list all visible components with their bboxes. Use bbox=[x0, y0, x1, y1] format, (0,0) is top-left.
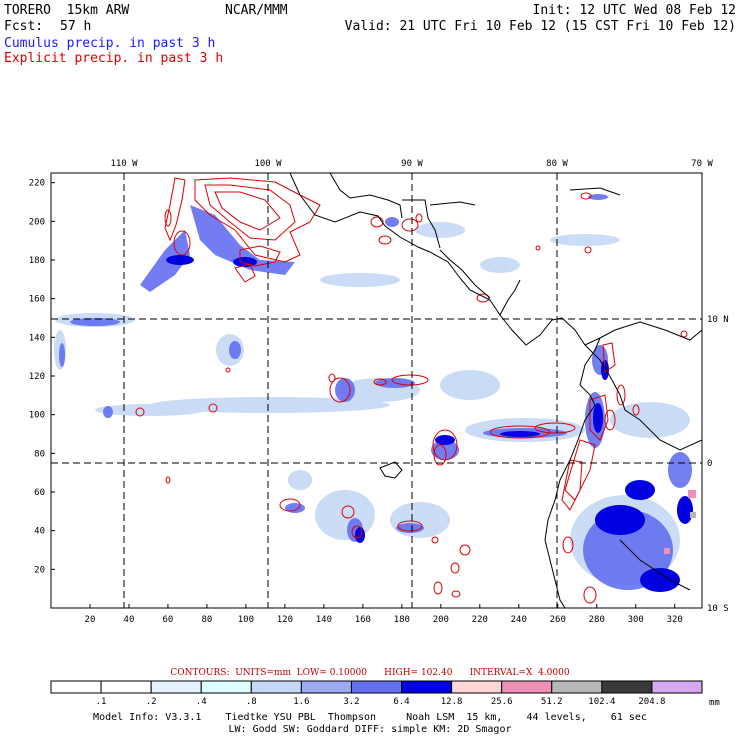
lon-label-70w: 70 W bbox=[691, 159, 713, 169]
lat-label-10s: 10 S bbox=[707, 604, 729, 614]
y-tick-label: 220 bbox=[29, 179, 45, 189]
x-tick-label: 220 bbox=[472, 615, 488, 625]
legend-value: 102.4 bbox=[588, 697, 615, 707]
legend-swatch bbox=[350, 680, 403, 694]
lat-label-10n: 10 N bbox=[707, 315, 729, 325]
x-tick-label: 60 bbox=[163, 615, 174, 625]
legend-swatch bbox=[601, 680, 653, 694]
x-tick-label: 260 bbox=[550, 615, 566, 625]
y-tick-label: 160 bbox=[29, 295, 45, 305]
y-tick-label: 20 bbox=[34, 565, 45, 575]
organization: NCAR/MMM bbox=[225, 3, 288, 18]
x-axis: 20 40 60 80 100 120 140 160 180 200 220 240 260 280 30… bbox=[85, 604, 683, 625]
y-tick-label: 180 bbox=[29, 256, 45, 266]
y-axis: 20 40 60 80 100 120 140 160 180 200 220 bbox=[29, 179, 55, 575]
lat-label-0: 0 bbox=[707, 459, 712, 469]
forecast-hours: 57 h bbox=[60, 19, 92, 34]
init-time: Init: 12 UTC Wed 08 Feb 12 bbox=[532, 3, 737, 18]
coastline bbox=[289, 173, 702, 608]
legend-swatch bbox=[200, 680, 252, 694]
field1-title: Cumulus precip. in past 3 h bbox=[4, 36, 216, 51]
legend-swatch bbox=[250, 680, 302, 694]
x-tick-label: 80 bbox=[202, 615, 213, 625]
map-frame bbox=[50, 172, 703, 609]
forecast-label: Fcst: bbox=[4, 19, 44, 34]
legend-value: 6.4 bbox=[393, 697, 409, 707]
legend-swatch bbox=[501, 680, 553, 694]
lon-label-90w: 90 W bbox=[401, 159, 423, 169]
color-legend bbox=[50, 680, 703, 694]
lon-label-110w: 110 W bbox=[110, 159, 138, 169]
x-tick-label: 100 bbox=[238, 615, 254, 625]
x-tick-label: 140 bbox=[316, 615, 332, 625]
legend-value: 204.8 bbox=[638, 697, 665, 707]
x-tick-label: 40 bbox=[124, 615, 135, 625]
y-tick-label: 120 bbox=[29, 372, 45, 382]
legend-value: .8 bbox=[246, 697, 257, 707]
y-tick-label: 80 bbox=[34, 449, 45, 459]
legend-value: .2 bbox=[146, 697, 157, 707]
legend-unit: mm bbox=[709, 698, 720, 708]
field2-title: Explicit precip. in past 3 h bbox=[4, 51, 224, 66]
x-tick-label: 120 bbox=[277, 615, 293, 625]
precip-shading bbox=[54, 177, 696, 604]
legend-values: .1 .2 .4 .8 1.6 3.2 6.4 12.8 25.6 51.2 102.4 204.8 bbox=[96, 697, 666, 707]
legend-swatch bbox=[150, 680, 202, 694]
y-tick-label: 140 bbox=[29, 333, 45, 343]
valid-time: Valid: 21 UTC Fri 10 Feb 12 (15 CST Fri … bbox=[344, 19, 736, 34]
x-tick-label: 180 bbox=[394, 615, 410, 625]
legend-swatch bbox=[451, 680, 503, 694]
x-tick-label: 200 bbox=[433, 615, 449, 625]
legend-value: 12.8 bbox=[441, 697, 463, 707]
x-tick-label: 300 bbox=[628, 615, 644, 625]
y-tick-label: 200 bbox=[29, 217, 45, 227]
legend-swatch bbox=[651, 680, 703, 694]
legend-value: 51.2 bbox=[541, 697, 563, 707]
legend-value: 25.6 bbox=[491, 697, 513, 707]
x-tick-label: 240 bbox=[511, 615, 527, 625]
legend-value: 1.6 bbox=[293, 697, 309, 707]
legend-swatch bbox=[551, 680, 603, 694]
model-info-line1: Model Info: V3.3.1 Tiedtke YSU PBL Thomp… bbox=[93, 712, 647, 723]
legend-value: .4 bbox=[196, 697, 207, 707]
lat-lon-grid bbox=[51, 173, 702, 608]
legend-swatch bbox=[401, 680, 453, 694]
contours-info: CONTOURS: UNITS=mm LOW= 0.10000 HIGH= 10… bbox=[170, 668, 570, 678]
model-info-line2: LW: Godd SW: Goddard DIFF: simple KM: 2D… bbox=[228, 724, 512, 735]
legend-value: 3.2 bbox=[343, 697, 359, 707]
legend-swatch bbox=[300, 680, 352, 694]
x-tick-label: 160 bbox=[355, 615, 371, 625]
model-name: TORERO 15km ARW bbox=[4, 3, 130, 18]
legend-value: .1 bbox=[96, 697, 107, 707]
y-tick-label: 40 bbox=[34, 527, 45, 537]
lon-label-80w: 80 W bbox=[546, 159, 568, 169]
x-tick-label: 320 bbox=[667, 615, 683, 625]
y-tick-label: 60 bbox=[34, 488, 45, 498]
y-tick-label: 100 bbox=[29, 411, 45, 421]
legend-swatch bbox=[50, 680, 102, 694]
x-tick-label: 20 bbox=[85, 615, 96, 625]
legend-swatch bbox=[100, 680, 152, 694]
lon-label-100w: 100 W bbox=[254, 159, 282, 169]
x-tick-label: 280 bbox=[589, 615, 605, 625]
